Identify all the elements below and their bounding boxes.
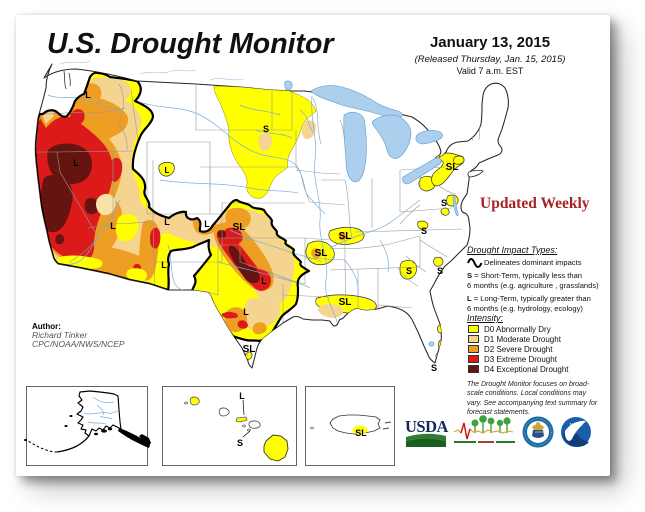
svg-text:S: S	[421, 226, 427, 236]
svg-text:SL: SL	[233, 222, 246, 233]
svg-text:S: S	[406, 266, 412, 276]
svg-text:S: S	[263, 124, 269, 134]
svg-text:L: L	[85, 90, 91, 100]
svg-text:SL: SL	[446, 162, 459, 173]
svg-text:L: L	[73, 158, 79, 168]
svg-text:L: L	[204, 219, 210, 229]
svg-text:L: L	[239, 391, 245, 401]
svg-text:NOAA: NOAA	[570, 422, 583, 427]
svg-text:SL: SL	[339, 231, 352, 242]
svg-text:SL: SL	[339, 297, 352, 308]
svg-text:USDA: USDA	[405, 417, 449, 436]
svg-text:L: L	[161, 260, 167, 270]
svg-text:S: S	[437, 266, 443, 276]
svg-text:L: L	[110, 221, 116, 231]
svg-text:S: S	[237, 438, 243, 448]
svg-text:S: S	[431, 363, 437, 373]
svg-text:SL: SL	[355, 428, 367, 438]
svg-text:L: L	[164, 217, 170, 227]
svg-text:L: L	[243, 307, 249, 317]
svg-text:SL: SL	[243, 344, 256, 355]
svg-text:L: L	[261, 276, 267, 286]
svg-text:L: L	[165, 166, 170, 175]
svg-text:S: S	[441, 198, 447, 208]
svg-text:SL: SL	[315, 248, 328, 259]
